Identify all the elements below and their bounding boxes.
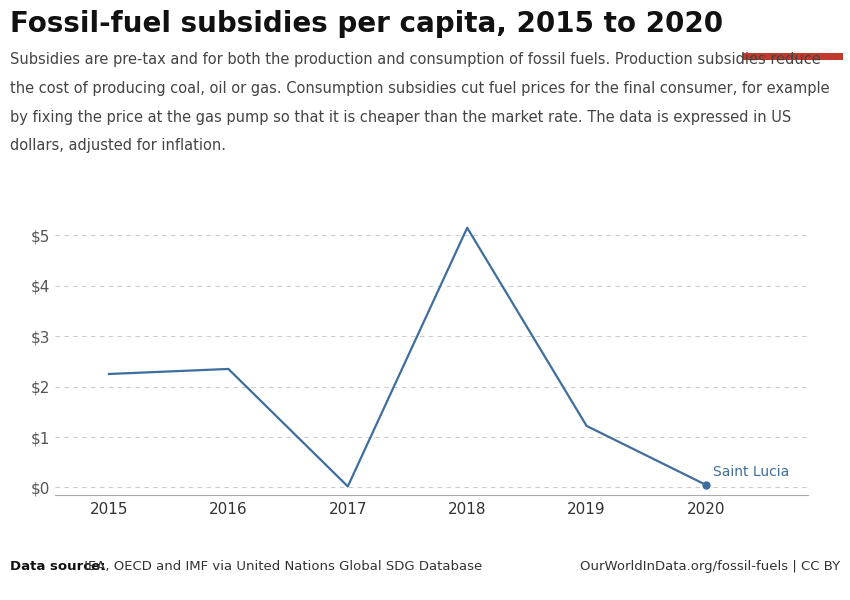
Text: Our World
in Data: Our World in Data (755, 12, 831, 43)
Text: Data source:: Data source: (10, 560, 105, 573)
Text: IEA, OECD and IMF via United Nations Global SDG Database: IEA, OECD and IMF via United Nations Glo… (80, 560, 482, 573)
Text: Saint Lucia: Saint Lucia (713, 465, 790, 479)
Text: the cost of producing coal, oil or gas. Consumption subsidies cut fuel prices fo: the cost of producing coal, oil or gas. … (10, 81, 830, 96)
Bar (743, 53, 843, 60)
Text: by fixing the price at the gas pump so that it is cheaper than the market rate. : by fixing the price at the gas pump so t… (10, 110, 791, 125)
Text: OurWorldInData.org/fossil-fuels | CC BY: OurWorldInData.org/fossil-fuels | CC BY (580, 560, 840, 573)
Text: dollars, adjusted for inflation.: dollars, adjusted for inflation. (10, 139, 226, 154)
Text: Subsidies are pre-tax and for both the production and consumption of fossil fuel: Subsidies are pre-tax and for both the p… (10, 52, 821, 67)
Text: Fossil-fuel subsidies per capita, 2015 to 2020: Fossil-fuel subsidies per capita, 2015 t… (10, 10, 723, 38)
